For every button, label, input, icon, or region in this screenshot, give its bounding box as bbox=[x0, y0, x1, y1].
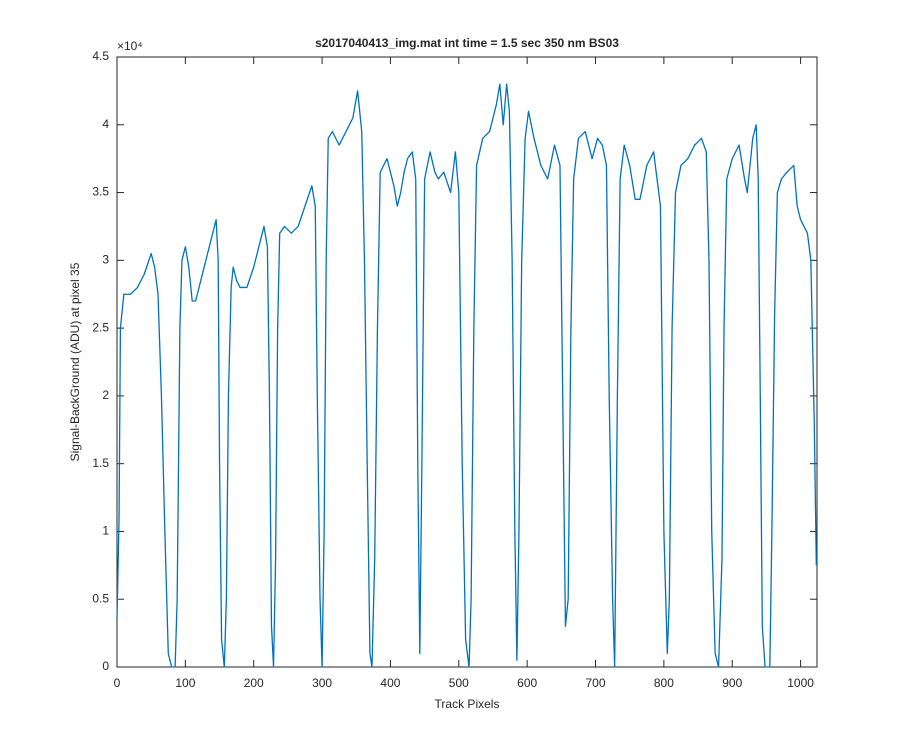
x-tick-label: 700 bbox=[586, 676, 606, 690]
y-tick-label: 4.5 bbox=[92, 49, 109, 63]
x-tick-label: 0 bbox=[114, 676, 121, 690]
y-axis-label: Signal-BackGround (ADU) at pixel 35 bbox=[68, 262, 82, 461]
y-tick-label: 1.5 bbox=[92, 456, 109, 470]
x-tick-label: 100 bbox=[175, 676, 195, 690]
x-tick-label: 800 bbox=[654, 676, 674, 690]
y-exponent-label: ×10⁴ bbox=[117, 39, 143, 53]
y-tick-label: 2 bbox=[102, 388, 109, 402]
data-line bbox=[116, 83, 817, 668]
x-tick-label: 600 bbox=[517, 676, 537, 690]
x-axis-label: Track Pixels bbox=[435, 697, 500, 711]
y-tick-label: 3 bbox=[102, 253, 109, 267]
x-tick-label: 400 bbox=[380, 676, 400, 690]
chart-title: s2017040413_img.mat int time = 1.5 sec 3… bbox=[315, 36, 619, 50]
x-tick-label: 900 bbox=[722, 676, 742, 690]
x-tick-label: 1000 bbox=[787, 676, 814, 690]
y-tick-label: 2.5 bbox=[92, 320, 109, 334]
x-tick-label: 500 bbox=[449, 676, 469, 690]
y-tick-label: 0 bbox=[102, 659, 109, 673]
x-tick-label: 200 bbox=[244, 676, 264, 690]
y-tick-label: 1 bbox=[102, 524, 109, 538]
y-tick-label: 0.5 bbox=[92, 591, 109, 605]
y-tick-label: 3.5 bbox=[92, 185, 109, 199]
y-tick-label: 4 bbox=[102, 117, 109, 131]
x-tick-label: 300 bbox=[312, 676, 332, 690]
plot-area bbox=[116, 56, 818, 668]
